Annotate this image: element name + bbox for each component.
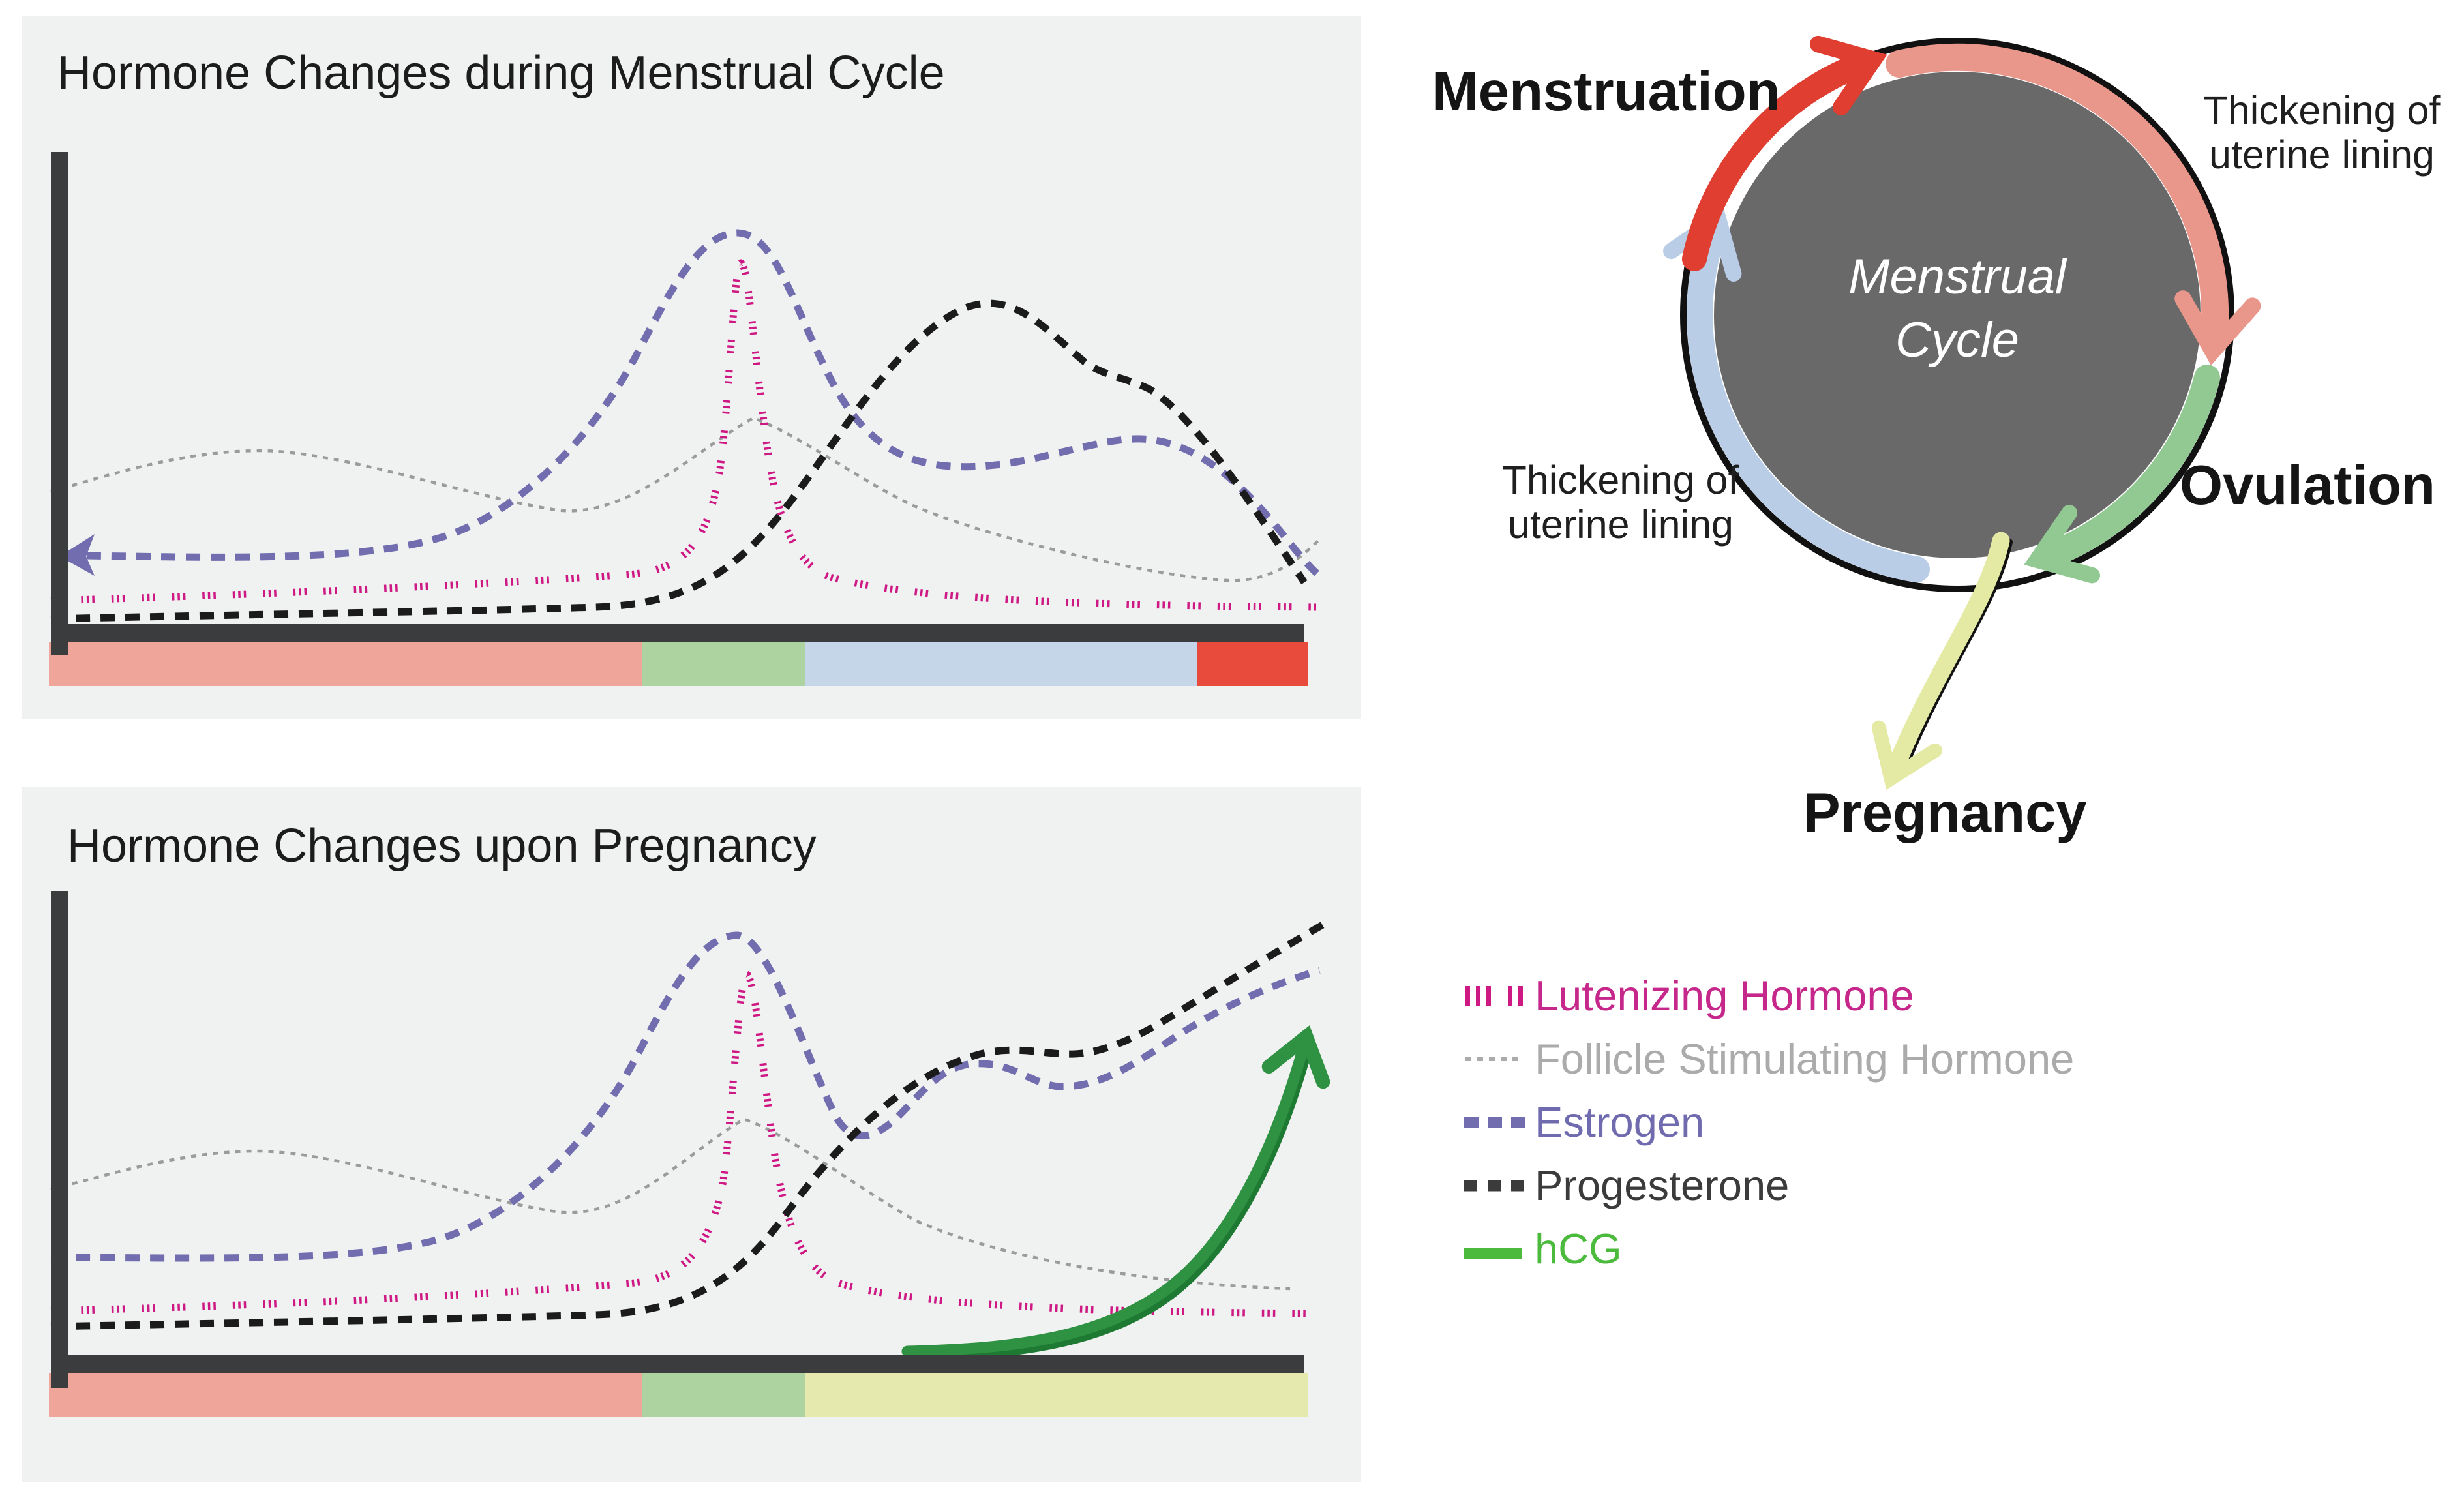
band-menstruation-2 [49, 1373, 642, 1417]
panel-pregnancy-chart: Hormone Changes upon Pregnancy [22, 787, 1361, 1482]
band-luteal [805, 642, 1197, 686]
panel2-title: Hormone Changes upon Pregnancy [67, 820, 817, 872]
pregnancy-arrow [1871, 532, 2010, 790]
estrogen-line-icon [1464, 1117, 1525, 1128]
arc-menstruation [1682, 35, 1887, 271]
band-pregnancy [805, 1373, 1308, 1417]
curve-lutenizing-hormone-2 [50, 970, 1317, 1317]
curve-fsh-2 [50, 1117, 1291, 1291]
legend-item-estrogen: Estrogen [1463, 1090, 2074, 1154]
legend-item-lutenizing-hormone: Lutenizing Hormone [1463, 964, 2074, 1027]
legend-label: Estrogen [1535, 1098, 1705, 1146]
curve-fsh [50, 416, 1322, 582]
legend-item-hcg: hCG [1463, 1217, 2074, 1280]
panel1-title: Hormone Changes during Menstrual Cycle [57, 47, 945, 99]
progesterone-line-icon [1464, 1180, 1525, 1191]
band-ovulation-2 [642, 1373, 805, 1417]
legend-label: Follicle Stimulating Hormone [1535, 1035, 2075, 1083]
curve-hcg [901, 1025, 1330, 1357]
arc-ovulation [2024, 365, 2220, 584]
fsh-line-icon [1465, 1057, 1523, 1061]
legend-item-progesterone: Progesterone [1463, 1154, 2074, 1217]
legend-label: Progesterone [1535, 1162, 1790, 1209]
menstrual-cycle-chart [49, 152, 1322, 686]
legend-label: hCG [1535, 1225, 1622, 1272]
label-thickening-right: Thickening of uterine lining [2203, 88, 2441, 177]
cycle-circle [1714, 72, 2201, 558]
y-axis [51, 152, 68, 655]
legend-label: Lutenizing Hormone [1535, 972, 1914, 1019]
x-axis-2 [51, 1355, 1304, 1373]
curve-progesterone-2 [50, 922, 1325, 1330]
curve-progesterone [50, 299, 1308, 623]
panel-menstrual-cycle-chart: Hormone Changes during Menstrual Cycle [22, 16, 1361, 719]
curve-estrogen-2 [50, 931, 1321, 1262]
legend: Lutenizing Hormone Follicle Stimulating … [1463, 964, 2074, 1280]
x-axis [51, 624, 1304, 642]
legend-item-fsh: Follicle Stimulating Hormone [1463, 1027, 2074, 1090]
hcg-line-icon [1464, 1248, 1522, 1259]
band-menstruation [49, 642, 642, 686]
pregnancy-chart [49, 891, 1330, 1417]
estrogen-left-arrowhead [59, 534, 95, 576]
label-thickening-left: Thickening of uterine lining [1502, 458, 1739, 547]
band-next-menses [1197, 642, 1308, 686]
label-menstruation: Menstruation [1432, 61, 1780, 123]
label-menstrual-cycle: Menstrual Cycle [1848, 249, 2066, 368]
label-ovulation: Ovulation [2180, 455, 2435, 517]
label-pregnancy: Pregnancy [1803, 782, 2087, 844]
band-ovulation [642, 642, 805, 686]
curve-estrogen [86, 229, 1320, 577]
arc-thickening-right [1886, 43, 2261, 366]
menstrual-cycle-diagram [1663, 35, 2261, 790]
y-axis-2 [51, 891, 68, 1388]
lutenizing-hormone-line-icon [1465, 985, 1523, 1006]
curve-hcg-shadow [904, 1045, 1312, 1362]
curve-lutenizing-hormone [50, 259, 1317, 611]
arc-thickening-left [1663, 205, 1930, 582]
